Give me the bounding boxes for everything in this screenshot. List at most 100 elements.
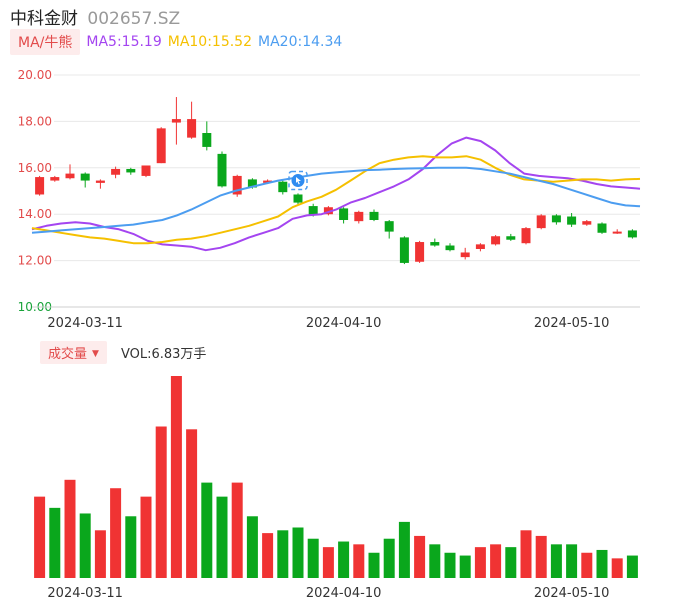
candle-body <box>582 221 592 225</box>
candle-down <box>217 151 227 188</box>
ma-legend: MA/牛熊 MA5:15.19 MA10:15.52 MA20:14.34 <box>10 29 348 55</box>
volume-value-label: VOL:6.83万手 <box>120 346 207 362</box>
candle-body <box>369 211 379 220</box>
candle-body <box>415 242 425 262</box>
candle-body <box>217 153 227 187</box>
ma5-line <box>31 136 641 252</box>
volume-bar <box>140 496 152 578</box>
candle-up <box>491 235 501 246</box>
candle-up <box>35 175 45 196</box>
ma-indicator-selector[interactable]: MA/牛熊 <box>10 29 81 55</box>
candle-body <box>551 215 561 223</box>
volume-bar <box>246 516 258 578</box>
volume-bar <box>581 552 593 578</box>
candle-body <box>156 128 166 164</box>
volume-bar <box>322 547 334 578</box>
volume-bar <box>277 530 289 578</box>
candle-up <box>50 175 60 182</box>
volume-x-tick-label: 2024-03-11 <box>47 586 123 601</box>
candle-body <box>247 179 257 188</box>
volume-bar <box>110 488 122 578</box>
volume-bar <box>398 521 410 578</box>
volume-bar <box>505 547 517 578</box>
volume-bar <box>414 535 426 578</box>
mouse-cursor-icon <box>288 170 308 191</box>
candle-down <box>567 213 577 227</box>
volume-bar <box>566 544 578 578</box>
cursor-arrow <box>296 177 301 185</box>
ma20-line <box>31 166 641 234</box>
candle-body <box>597 223 607 233</box>
candle-body <box>35 177 45 195</box>
candle-down <box>551 214 561 225</box>
volume-bar <box>429 544 441 578</box>
volume-bar <box>292 527 304 578</box>
candle-down <box>430 238 440 247</box>
candle-down <box>597 222 607 234</box>
volume-bar <box>34 496 46 578</box>
candle-body <box>232 175 242 195</box>
volume-bar <box>626 555 638 578</box>
candle-body <box>627 230 637 238</box>
candle-up <box>65 164 75 180</box>
candle-down <box>126 167 136 175</box>
volume-bar <box>596 549 608 578</box>
candle-down <box>80 172 90 188</box>
candle-body <box>202 133 212 147</box>
candle-body <box>491 236 501 245</box>
volume-bar <box>338 541 350 578</box>
candle-body <box>339 208 349 220</box>
volume-x-tick-label: 2024-04-10 <box>306 586 382 601</box>
candle-down <box>399 236 409 265</box>
candle-body <box>80 173 90 181</box>
candle-body <box>95 180 105 183</box>
candle-body <box>384 221 394 232</box>
candle-body <box>460 252 470 258</box>
candle-up <box>582 220 592 226</box>
ma20-legend-label: MA20:14.34 <box>258 34 343 50</box>
candle-body <box>612 231 622 234</box>
candle-up <box>95 179 105 189</box>
candle-body <box>65 173 75 179</box>
candle-body <box>536 215 546 229</box>
y-tick-label: 16.00 <box>18 161 52 175</box>
candle-down <box>202 121 212 151</box>
volume-indicator-selector[interactable]: 成交量 ▼ <box>40 340 107 364</box>
y-tick-label: 14.00 <box>18 207 52 221</box>
volume-bar <box>535 535 547 578</box>
volume-bar <box>186 429 198 578</box>
candle-body <box>430 242 440 246</box>
volume-x-tick-label: 2024-05-10 <box>534 586 610 601</box>
candle-up <box>536 214 546 230</box>
candle-body <box>323 207 333 215</box>
candle-down <box>293 193 303 205</box>
candle-body <box>263 180 273 183</box>
candle-up <box>521 226 531 245</box>
volume-bar <box>125 516 137 578</box>
candle-body <box>50 177 60 181</box>
ma5-legend-label: MA5:15.19 <box>86 34 162 50</box>
candle-body <box>506 236 516 240</box>
candle-body <box>126 168 136 173</box>
candle-up <box>141 165 151 178</box>
candle-down <box>627 229 637 239</box>
candle-down <box>369 209 379 222</box>
candle-up <box>612 229 622 234</box>
candle-body <box>278 181 288 193</box>
volume-bar <box>64 479 76 578</box>
candle-body <box>445 245 455 251</box>
volume-bar <box>231 482 243 578</box>
volume-bar <box>216 496 228 578</box>
volume-bar <box>79 513 91 578</box>
stock-code: 002657.SZ <box>87 9 181 29</box>
candle-down <box>339 207 349 224</box>
candle-body <box>354 211 364 222</box>
candle-body <box>141 165 151 176</box>
x-tick-label: 2024-05-10 <box>534 316 610 331</box>
candle-body <box>475 244 485 249</box>
candle-down <box>384 220 394 239</box>
volume-bar <box>550 544 562 578</box>
candle-body <box>521 228 531 244</box>
stock-title: 中科金财 002657.SZ <box>10 4 180 29</box>
